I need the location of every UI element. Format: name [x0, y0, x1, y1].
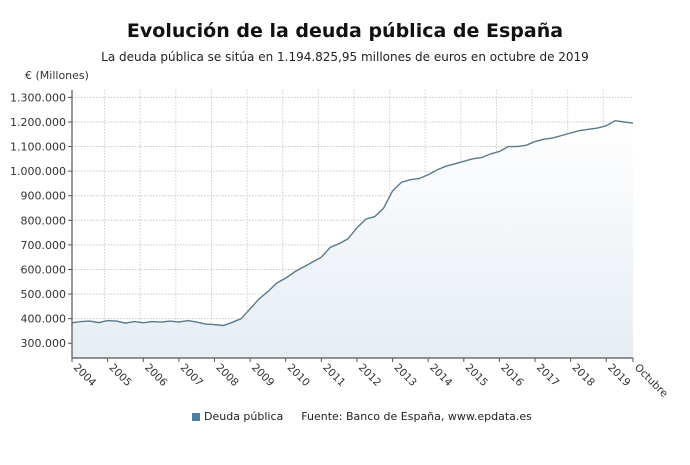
chart-title: Evolución de la deuda pública de España: [126, 20, 564, 42]
y-tick-label: 1.300.000: [10, 91, 66, 104]
x-tick-label: 2019: [605, 362, 632, 389]
y-tick-label: 300.000: [21, 337, 67, 350]
x-tick-label: Octubre: [632, 362, 670, 400]
y-tick-label: 600.000: [21, 263, 67, 276]
x-tick-label: 2013: [391, 362, 418, 389]
y-tick-label: 500.000: [21, 288, 67, 301]
x-tick-label: 2006: [142, 362, 170, 390]
x-tick-label: 2015: [463, 362, 490, 389]
x-tick-label: 2018: [570, 362, 597, 389]
y-tick-label: 400.000: [21, 313, 67, 326]
y-tick-label: 900.000: [21, 190, 67, 203]
legend-swatch: [192, 412, 200, 421]
x-tick-label: 2011: [320, 362, 347, 389]
legend: Deuda pública Fuente: Banco de España, w…: [192, 410, 532, 423]
chart-subtitle: La deuda pública se sitúa en 1.194.825,9…: [101, 50, 589, 64]
y-tick-label: 1.100.000: [10, 141, 66, 154]
x-tick-label: 2009: [249, 362, 276, 389]
series-line-deuda-publica: [71, 119, 634, 327]
x-tick-label: 2008: [213, 362, 240, 389]
area-fill: [72, 120, 633, 358]
y-tick-label: 800.000: [21, 214, 67, 227]
x-tick-label: 2004: [71, 362, 99, 390]
x-tick-label: 2017: [534, 362, 561, 389]
y-tick-label: 700.000: [21, 239, 67, 252]
x-tick-label: 2010: [285, 362, 312, 389]
x-tick-label: 2014: [427, 362, 455, 390]
y-tick-label: 1.200.000: [10, 116, 66, 129]
y-axis-label: € (Millones): [25, 69, 89, 82]
source-note: Fuente: Banco de España, www.epdata.es: [301, 410, 532, 423]
legend-label: Deuda pública: [204, 410, 284, 423]
x-tick-label: 2016: [498, 362, 526, 390]
x-tick-label: 2012: [356, 362, 383, 389]
x-tick-label: 2005: [106, 362, 133, 389]
y-tick-label: 1.000.000: [10, 165, 66, 178]
x-tick-label: 2007: [178, 362, 205, 389]
